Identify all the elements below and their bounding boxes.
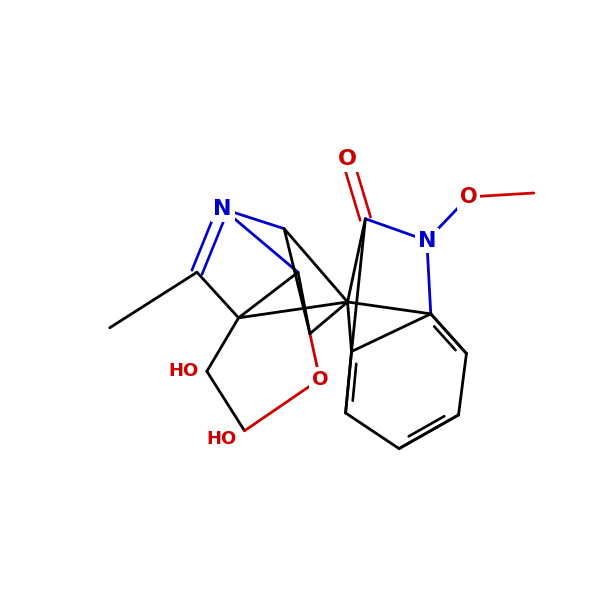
Text: O: O bbox=[460, 187, 477, 207]
Text: O: O bbox=[311, 370, 328, 389]
Text: O: O bbox=[338, 149, 357, 169]
Text: N: N bbox=[214, 199, 232, 219]
Text: HO: HO bbox=[169, 362, 199, 380]
Text: HO: HO bbox=[206, 430, 236, 448]
Text: N: N bbox=[418, 230, 436, 251]
